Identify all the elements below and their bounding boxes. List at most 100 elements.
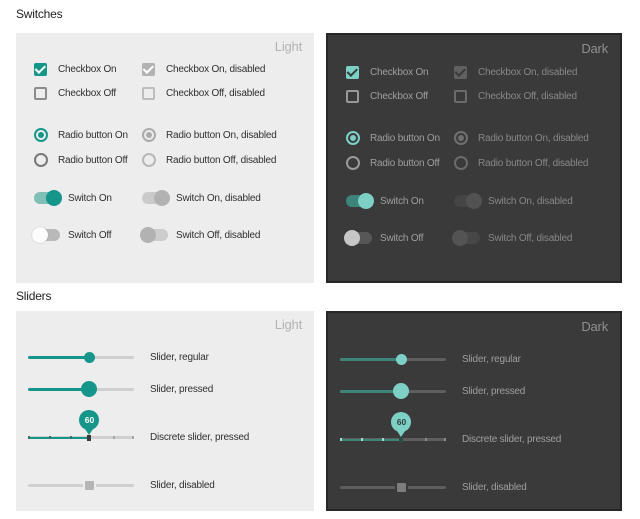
switch-on[interactable]: Switch On <box>34 190 142 206</box>
switch-off-label: Switch Off <box>68 229 112 241</box>
slider-thumb[interactable] <box>83 352 95 363</box>
switch-off[interactable]: Switch Off <box>32 227 142 243</box>
switch-on-disabled: Switch On, disabled <box>142 190 310 206</box>
slider-thumb[interactable] <box>393 383 410 399</box>
control-row: Switch Off Switch Off, disabled <box>32 225 310 245</box>
slider-regular[interactable] <box>340 351 446 367</box>
check-icon <box>34 62 46 74</box>
checkbox-off[interactable]: Checkbox Off <box>346 89 454 103</box>
slider-discrete[interactable]: 60 <box>340 412 446 447</box>
switch-thumb <box>32 227 48 243</box>
radio-on[interactable]: Radio button On <box>34 128 142 142</box>
checkbox-glyph <box>34 86 58 100</box>
radio-on-disabled: Radio button On, disabled <box>454 131 616 145</box>
switch-on-disabled-icon <box>142 190 170 206</box>
slider-regular-label: Slider, regular <box>462 353 521 365</box>
slider-pressed[interactable] <box>28 381 134 397</box>
switches-panel-dark: Dark Checkbox On Checkbox On, disabled C… <box>326 33 622 283</box>
checkbox-on[interactable]: Checkbox On <box>346 65 454 79</box>
checkbox-off-disabled: Checkbox Off, disabled <box>454 89 616 103</box>
control-row: Checkbox On Checkbox On, disabled <box>34 60 310 78</box>
slider-fill <box>340 390 402 393</box>
switch-on[interactable]: Switch On <box>346 193 454 209</box>
checkbox-off-label: Checkbox Off <box>370 90 429 102</box>
switch-off-disabled-icon <box>140 227 168 243</box>
switches-section-title: Switches <box>16 7 63 21</box>
slider-disabled <box>340 479 446 495</box>
switches-panel-light: Light Checkbox On Checkbox On, disabled … <box>16 33 314 283</box>
slider-value: 60 <box>396 417 407 427</box>
switch-off-disabled-label: Switch Off, disabled <box>176 229 261 241</box>
switch-glyph <box>454 193 488 209</box>
slider-tick <box>49 436 52 439</box>
radio-on[interactable]: Radio button On <box>346 131 454 145</box>
switch-glyph <box>344 230 380 246</box>
panel-theme-label: Dark <box>581 41 608 56</box>
slider-value: 60 <box>84 415 95 425</box>
checkbox-glyph <box>346 65 370 79</box>
switch-off-icon <box>32 227 60 243</box>
slider-tick <box>382 438 385 441</box>
radio-on-label: Radio button On <box>370 132 440 144</box>
slider-discrete-thumb[interactable] <box>87 434 92 441</box>
radio-unselected-icon <box>346 156 360 170</box>
switch-thumb <box>466 193 482 209</box>
slider-thumb[interactable] <box>395 354 407 365</box>
radio-off-disabled-label: Radio button Off, disabled <box>478 157 589 169</box>
slider-discrete-row: 60 Discrete slider, pressed <box>340 412 612 447</box>
control-row: Switch On Switch On, disabled <box>346 191 616 211</box>
slider-disabled-row: Slider, disabled <box>340 479 612 495</box>
radio-glyph <box>142 128 166 142</box>
radio-on-disabled: Radio button On, disabled <box>142 128 310 142</box>
slider-disabled-label: Slider, disabled <box>462 481 527 493</box>
checkbox-on[interactable]: Checkbox On <box>34 62 142 76</box>
checkbox-unchecked-disabled-icon <box>454 89 467 103</box>
checkbox-unchecked-icon <box>34 86 47 100</box>
switch-off-label: Switch Off <box>380 232 424 244</box>
slider-tick <box>70 436 73 439</box>
switch-off[interactable]: Switch Off <box>344 230 454 246</box>
radio-off[interactable]: Radio button Off <box>346 156 454 170</box>
switch-glyph <box>34 190 68 206</box>
switch-off-disabled-icon <box>452 230 480 246</box>
switch-thumb <box>452 230 468 246</box>
slider-regular[interactable] <box>28 349 134 365</box>
switch-on-disabled-label: Switch On, disabled <box>488 195 573 207</box>
slider-thumb[interactable] <box>81 381 98 397</box>
checkbox-on-label: Checkbox On <box>58 63 117 75</box>
slider-discrete-thumb[interactable] <box>399 436 404 443</box>
radio-glyph <box>346 131 370 145</box>
slider-rail <box>340 486 446 489</box>
checkbox-off-disabled: Checkbox Off, disabled <box>142 86 310 100</box>
checkbox-checked-icon <box>34 62 47 76</box>
radio-on-label: Radio button On <box>58 129 128 141</box>
switch-thumb <box>358 193 374 209</box>
checkbox-off[interactable]: Checkbox Off <box>34 86 142 100</box>
control-row: Radio button Off Radio button Off, disab… <box>346 154 616 172</box>
slider-discrete[interactable]: 60 <box>28 410 134 445</box>
panel-theme-label: Light <box>274 39 302 54</box>
switch-off-disabled: Switch Off, disabled <box>140 227 310 243</box>
slider-discrete-row: 60 Discrete slider, pressed <box>28 410 306 445</box>
control-row: Checkbox Off Checkbox Off, disabled <box>34 84 310 102</box>
switch-thumb <box>154 190 170 206</box>
slider-fill <box>340 358 402 361</box>
switch-glyph <box>142 190 176 206</box>
switch-on-icon <box>346 193 374 209</box>
checkbox-glyph <box>34 62 58 76</box>
slider-rail <box>28 484 134 487</box>
slider-pressed-label: Slider, pressed <box>150 383 214 395</box>
slider-tick <box>112 436 115 439</box>
slider-fill <box>340 438 402 441</box>
switch-on-icon <box>34 190 62 206</box>
checkbox-on-disabled-label: Checkbox On, disabled <box>478 66 578 78</box>
radio-off[interactable]: Radio button Off <box>34 153 142 167</box>
switch-on-disabled-icon <box>454 193 482 209</box>
radio-unselected-disabled-icon <box>454 156 468 170</box>
slider-regular-label: Slider, regular <box>150 351 209 363</box>
radio-selected-disabled-icon <box>454 131 468 145</box>
slider-pressed[interactable] <box>340 383 446 399</box>
switch-glyph <box>452 230 488 246</box>
slider-regular-row: Slider, regular <box>28 349 306 365</box>
switch-on-disabled: Switch On, disabled <box>454 193 616 209</box>
